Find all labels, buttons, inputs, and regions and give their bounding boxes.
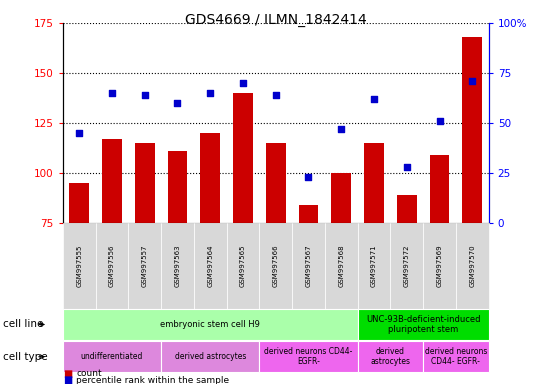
Text: derived astrocytes: derived astrocytes <box>175 352 246 361</box>
Text: undifferentiated: undifferentiated <box>81 352 143 361</box>
Text: GSM997557: GSM997557 <box>142 245 147 287</box>
Bar <box>200 133 220 223</box>
Bar <box>168 151 187 223</box>
Text: UNC-93B-deficient-induced
pluripotent stem: UNC-93B-deficient-induced pluripotent st… <box>366 315 480 334</box>
Text: GSM997567: GSM997567 <box>306 245 311 287</box>
Point <box>304 174 313 180</box>
Text: ■: ■ <box>63 369 72 379</box>
Point <box>140 92 149 98</box>
Text: cell type: cell type <box>3 352 48 362</box>
Text: count: count <box>76 369 102 378</box>
Bar <box>397 195 417 223</box>
Text: percentile rank within the sample: percentile rank within the sample <box>76 376 229 384</box>
Point <box>435 118 444 124</box>
Bar <box>364 143 384 223</box>
Text: ■: ■ <box>63 375 72 384</box>
Bar <box>135 143 155 223</box>
Point <box>402 164 411 170</box>
Text: embryonic stem cell H9: embryonic stem cell H9 <box>161 320 260 329</box>
Point <box>239 80 247 86</box>
Point <box>75 130 84 136</box>
Point <box>337 126 346 132</box>
Bar <box>331 173 351 223</box>
Text: derived
astrocytes: derived astrocytes <box>370 347 411 366</box>
Bar <box>69 183 89 223</box>
Text: GSM997570: GSM997570 <box>470 245 475 287</box>
Text: GSM997565: GSM997565 <box>240 245 246 287</box>
Text: GSM997555: GSM997555 <box>76 245 82 287</box>
Bar <box>430 155 449 223</box>
Text: derived neurons CD44-
EGFR-: derived neurons CD44- EGFR- <box>264 347 353 366</box>
Text: cell line: cell line <box>3 319 43 329</box>
Bar <box>462 37 482 223</box>
Text: GSM997564: GSM997564 <box>207 245 213 287</box>
Bar <box>233 93 253 223</box>
Text: GSM997566: GSM997566 <box>273 245 278 287</box>
Point <box>468 78 477 84</box>
Text: GSM997568: GSM997568 <box>339 245 344 287</box>
Point <box>370 96 378 102</box>
Text: GDS4669 / ILMN_1842414: GDS4669 / ILMN_1842414 <box>185 13 366 27</box>
Text: GSM997571: GSM997571 <box>371 245 377 287</box>
Text: GSM997572: GSM997572 <box>404 245 410 287</box>
Text: GSM997563: GSM997563 <box>175 245 180 287</box>
Bar <box>102 139 122 223</box>
Text: GSM997556: GSM997556 <box>109 245 115 287</box>
Text: GSM997569: GSM997569 <box>437 245 442 287</box>
Bar <box>266 143 286 223</box>
Point <box>206 90 215 96</box>
Point <box>271 92 280 98</box>
Point <box>173 100 182 106</box>
Bar <box>299 205 318 223</box>
Point <box>108 90 116 96</box>
Text: derived neurons
CD44- EGFR-: derived neurons CD44- EGFR- <box>425 347 487 366</box>
